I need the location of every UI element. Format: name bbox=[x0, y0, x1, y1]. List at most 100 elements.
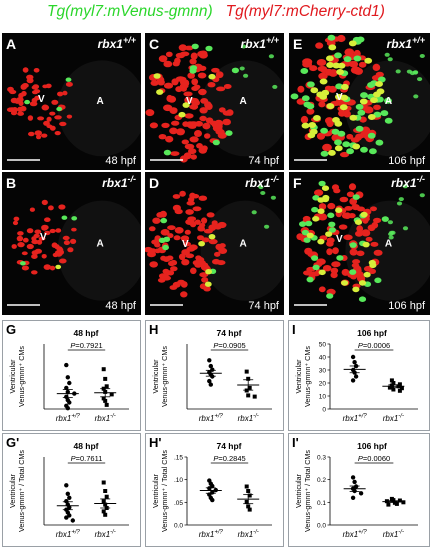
red-nucleus bbox=[183, 91, 193, 97]
red-nucleus bbox=[355, 134, 362, 141]
green-nucleus bbox=[360, 92, 368, 99]
data-point-circle bbox=[350, 495, 356, 500]
atrium-label: A bbox=[97, 238, 104, 249]
data-point-circle bbox=[208, 382, 213, 387]
yellow-nucleus bbox=[370, 97, 378, 104]
stage-label: 106 hpf bbox=[388, 155, 426, 167]
red-nucleus bbox=[344, 48, 355, 56]
red-nucleus bbox=[11, 244, 17, 249]
red-nucleus bbox=[21, 265, 29, 271]
red-nucleus bbox=[187, 72, 195, 79]
panel-letter: D bbox=[149, 175, 159, 191]
chart-title: 106 hpf bbox=[357, 441, 387, 451]
data-point-circle bbox=[64, 483, 69, 488]
red-nucleus bbox=[190, 267, 197, 275]
red-nucleus bbox=[22, 67, 29, 73]
red-nucleus bbox=[184, 96, 192, 104]
x-category-label: rbx1+/? bbox=[199, 414, 224, 424]
red-nucleus bbox=[189, 192, 196, 199]
red-nucleus bbox=[315, 42, 324, 49]
red-nucleus bbox=[373, 249, 383, 256]
yellow-nucleus bbox=[310, 87, 319, 94]
red-nucleus bbox=[181, 139, 189, 145]
x-category-label: rbx1-/- bbox=[238, 530, 259, 540]
data-point-circle bbox=[70, 518, 76, 523]
atrium-glow bbox=[57, 60, 141, 157]
atrial-green-cell bbox=[243, 73, 249, 78]
red-nucleus bbox=[353, 49, 361, 58]
red-nucleus bbox=[166, 255, 174, 261]
red-nucleus bbox=[318, 203, 327, 211]
data-point-square bbox=[389, 378, 394, 383]
red-nucleus bbox=[184, 229, 191, 235]
y-tick-label: .15 bbox=[174, 455, 183, 462]
green-nucleus bbox=[384, 117, 393, 124]
red-nucleus bbox=[343, 234, 353, 241]
green-nucleus bbox=[305, 220, 313, 227]
red-nucleus bbox=[325, 68, 333, 76]
red-nucleus bbox=[216, 86, 226, 92]
atrial-green-cell bbox=[272, 84, 278, 89]
red-nucleus bbox=[333, 188, 341, 194]
yellow-nucleus bbox=[332, 62, 341, 69]
red-nucleus bbox=[34, 248, 42, 254]
y-axis-label: Venus-gmnn⁺ / Total CMs bbox=[17, 450, 26, 532]
red-nucleus bbox=[28, 131, 35, 137]
y-tick-label: 0.2 bbox=[317, 477, 326, 484]
panel-letter: G bbox=[6, 322, 16, 337]
atrial-green-cell bbox=[264, 224, 270, 229]
x-category-label: rbx1+/? bbox=[199, 530, 224, 540]
red-nucleus bbox=[21, 251, 28, 256]
red-nucleus bbox=[316, 59, 327, 66]
data-point-square bbox=[397, 388, 402, 393]
data-point-square bbox=[103, 376, 108, 381]
red-nucleus bbox=[7, 86, 14, 93]
red-nucleus bbox=[172, 61, 180, 67]
red-nucleus bbox=[195, 120, 203, 127]
red-nucleus bbox=[149, 261, 158, 268]
yellow-nucleus bbox=[208, 234, 216, 240]
red-nucleus bbox=[49, 125, 56, 131]
red-nucleus bbox=[373, 217, 382, 224]
panel-letter: I' bbox=[292, 435, 299, 450]
green-nucleus bbox=[328, 227, 336, 233]
red-nucleus bbox=[203, 228, 213, 234]
data-point-circle bbox=[207, 378, 212, 384]
yellow-nucleus bbox=[307, 132, 316, 139]
chart-panel-i: I 106 hpf Ventricular Venus-gmnn⁺ CMs 50 40 30… bbox=[288, 320, 430, 431]
yellow-nucleus bbox=[198, 241, 206, 247]
p-value-label: P=0.7921 bbox=[70, 341, 102, 350]
red-nucleus bbox=[34, 130, 42, 136]
green-nucleus bbox=[307, 81, 315, 88]
red-nucleus bbox=[172, 194, 181, 199]
red-nucleus bbox=[190, 52, 198, 60]
red-nucleus bbox=[41, 133, 48, 138]
green-nucleus bbox=[306, 276, 314, 283]
red-nucleus bbox=[223, 84, 232, 89]
atrial-green-cell bbox=[241, 44, 247, 49]
red-nucleus bbox=[199, 107, 208, 114]
ventricle-label: V bbox=[336, 92, 343, 103]
red-nucleus bbox=[326, 240, 334, 247]
atrium-label: A bbox=[240, 96, 247, 107]
micrograph-tissue bbox=[6, 60, 141, 157]
red-nucleus bbox=[341, 268, 350, 276]
panel-letter: I bbox=[292, 322, 296, 337]
red-nucleus bbox=[149, 226, 156, 232]
red-nucleus bbox=[20, 84, 26, 90]
atrium-glow bbox=[57, 200, 141, 301]
green-nucleus bbox=[191, 43, 199, 50]
red-nucleus bbox=[183, 152, 192, 160]
red-nucleus bbox=[179, 190, 186, 197]
atrial-green-cell bbox=[402, 184, 408, 189]
green-nucleus bbox=[343, 56, 352, 63]
atrial-green-cell bbox=[384, 52, 390, 57]
data-point-circle bbox=[210, 367, 215, 372]
data-point-circle bbox=[65, 375, 71, 380]
red-nucleus bbox=[62, 90, 68, 96]
red-nucleus bbox=[58, 204, 66, 210]
red-nucleus bbox=[34, 229, 42, 235]
atrial-green-cell bbox=[396, 201, 403, 206]
